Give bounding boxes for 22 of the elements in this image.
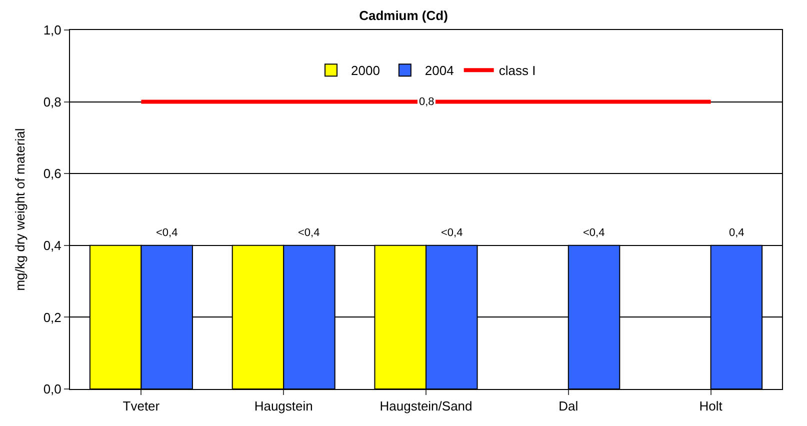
y-tick-label: 0,6: [43, 166, 62, 182]
data-label: <0,4: [583, 227, 605, 239]
x-tick-label: Dal: [558, 398, 578, 414]
y-tick-label: 0,2: [43, 310, 62, 325]
chart-title: Cadmium (Cd): [359, 8, 448, 23]
legend-label: 2000: [351, 63, 380, 78]
y-tick-label: 0,4: [43, 238, 62, 253]
y-tick-label: 0,8: [43, 94, 62, 110]
data-label: 0,4: [729, 227, 744, 239]
x-tick-label: Tveter: [122, 398, 160, 414]
data-label: <0,4: [441, 227, 463, 239]
x-tick-label: Holt: [699, 398, 723, 414]
y-tick-label: 0,0: [43, 382, 62, 397]
y-tick-label: 1,0: [43, 22, 62, 38]
legend-label: class I: [498, 63, 536, 78]
x-tick-label: Haugstein/Sand: [380, 398, 472, 414]
legend-label: 2004: [424, 63, 454, 78]
x-tick-label: Haugstein: [254, 398, 313, 414]
data-label: 0,8: [419, 96, 434, 108]
data-label: <0,4: [156, 227, 178, 239]
y-axis-title: mg/kg dry weight of material: [12, 128, 28, 291]
data-label: <0,4: [298, 227, 320, 239]
